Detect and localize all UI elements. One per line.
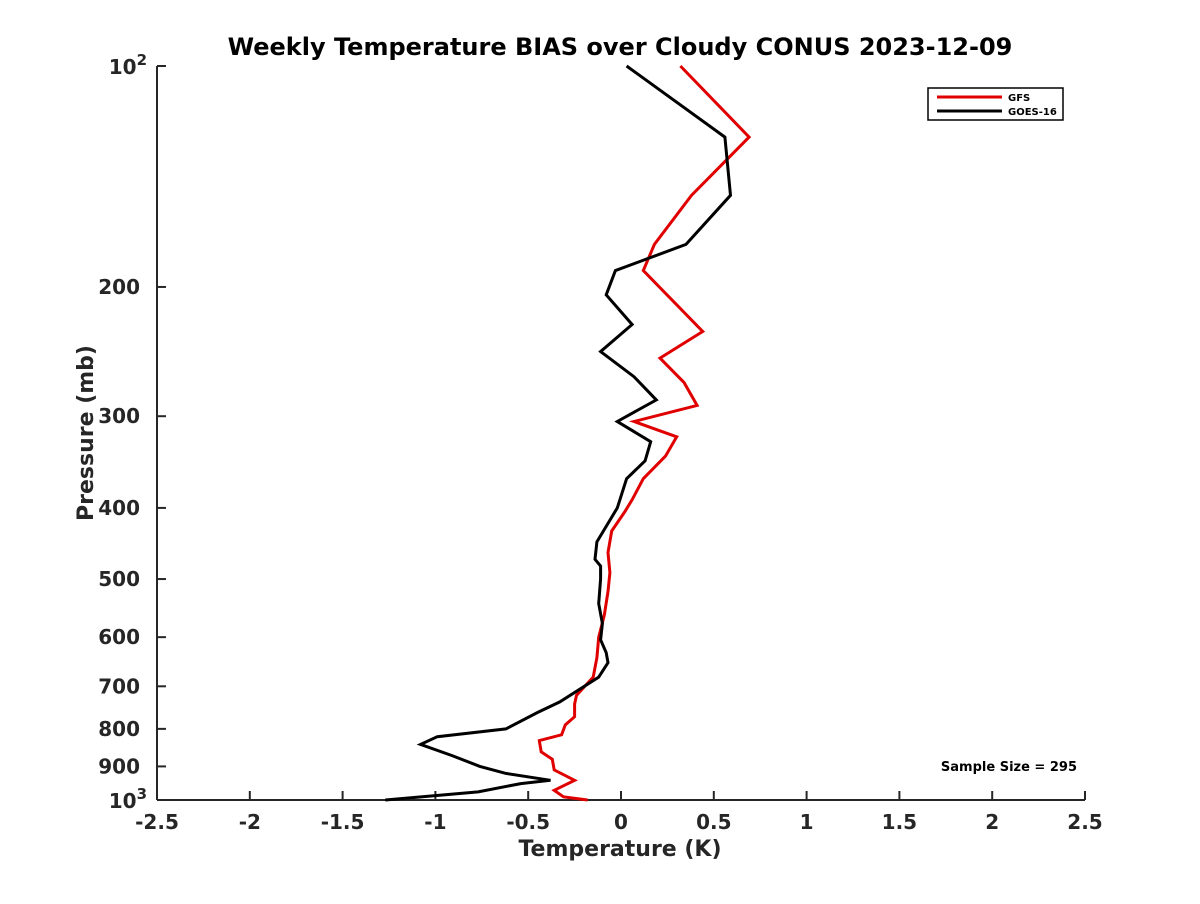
series-line-gfs — [537, 64, 752, 802]
x-axis-ticks: -2.5 -2 -1.5 -1 -0.5 0 0.5 1 1.5 2 2.5 — [135, 791, 1103, 834]
legend-items: GFS GOES-16 — [937, 93, 1057, 118]
y-tick-label: 103 — [109, 785, 147, 813]
x-tick-label: -1.5 — [321, 810, 365, 834]
x-tick-label: 0 — [614, 810, 628, 834]
sample-size-annotation: Sample Size = 295 — [941, 760, 1077, 775]
y-axis-title: Pressure (mb) — [74, 345, 99, 521]
legend: GFS GOES-16 — [927, 87, 1064, 121]
y-tick-label: 900 — [98, 754, 140, 778]
x-tick-label: 2.5 — [1067, 810, 1102, 834]
x-tick-label: 1.5 — [882, 810, 917, 834]
y-tick-label: 300 — [98, 404, 140, 428]
x-tick-label: 1 — [800, 810, 814, 834]
x-tick-label: 0.5 — [696, 810, 731, 834]
y-tick-label: 400 — [98, 496, 140, 520]
y-tick-label: 700 — [98, 674, 140, 698]
y-tick-label-base: 10 — [109, 55, 137, 79]
plot-area: -2.5 -2 -1.5 -1 -0.5 0 0.5 1 1.5 2 2.5 10220030040… — [98, 51, 1102, 834]
x-tick-label: -2.5 — [135, 810, 179, 834]
y-tick-label-base: 10 — [109, 789, 137, 813]
y-tick-label-exponent: 2 — [137, 51, 147, 69]
y-tick-label: 102 — [109, 51, 147, 79]
y-tick-label: 500 — [98, 567, 140, 591]
y-tick-label: 200 — [98, 275, 140, 299]
x-tick-label: -2 — [239, 810, 261, 834]
x-tick-label: -1 — [424, 810, 446, 834]
x-tick-label: 2 — [985, 810, 999, 834]
legend-label: GOES-16 — [1008, 107, 1057, 118]
y-tick-label: 800 — [98, 717, 140, 741]
series-line-goes-16 — [385, 64, 733, 802]
chart-title: Weekly Temperature BIAS over Cloudy CONU… — [228, 33, 1013, 61]
legend-box — [927, 87, 1064, 121]
x-tick-label: -0.5 — [506, 810, 550, 834]
y-tick-label: 600 — [98, 625, 140, 649]
x-axis-title: Temperature (K) — [518, 837, 721, 862]
y-tick-label-exponent: 3 — [137, 785, 147, 803]
legend-label: GFS — [1008, 93, 1030, 104]
series-lines — [385, 64, 752, 802]
